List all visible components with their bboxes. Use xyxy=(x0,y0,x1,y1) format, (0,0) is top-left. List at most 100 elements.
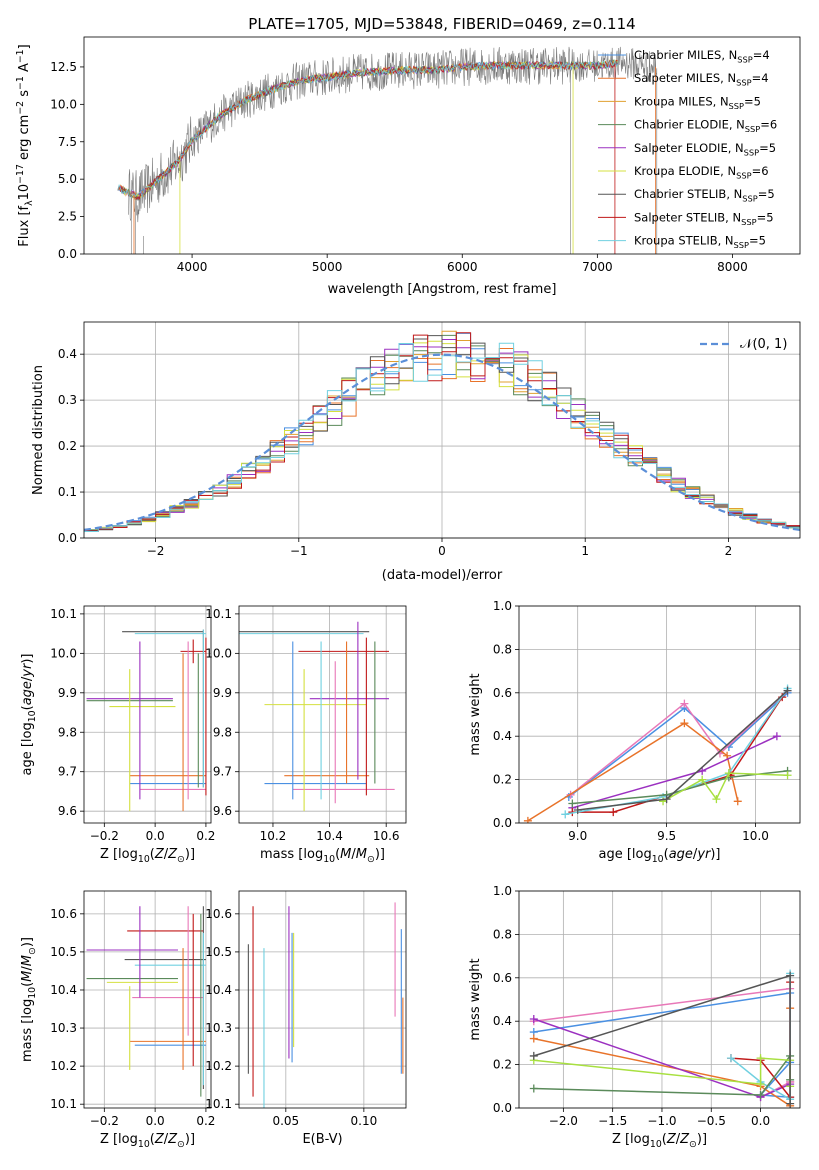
weight-point-marker xyxy=(529,1051,538,1060)
y-tick-label: 9.9 xyxy=(213,686,232,700)
y-axis-label: mass weight xyxy=(468,673,483,755)
x-tick-label: 9.5 xyxy=(657,829,676,843)
age-vs-mass-panel: 10.2 10.4 10.6 9.6 9.7 9.8 9.9 10.0 10.1 mass [lo… xyxy=(205,605,407,865)
age-vs-metallicity-panel: −0.2 0.0 0.2 9.6 9.7 9.8 9.9 10.0 10.1 Z [log10(Z… xyxy=(20,605,215,865)
weight-point-marker xyxy=(772,732,781,741)
y-tick-label: 12.5 xyxy=(50,60,77,74)
y-tick-label: 10.1 xyxy=(50,607,77,621)
weight-point-marker xyxy=(783,771,792,780)
weight-series-line xyxy=(570,690,789,796)
legend-label: Kroupa ELODIE, NSSP=6 xyxy=(634,164,769,180)
y-tick-label: 1.0 xyxy=(493,599,512,613)
y-tick-label: 0.0 xyxy=(493,816,512,830)
y-axis-label: age [log10(age/yr)] xyxy=(20,653,38,775)
weight-point-marker xyxy=(573,805,582,814)
weight-point-marker xyxy=(756,1054,765,1063)
x-axis-label: Z [log10(Z/Z⊙)] xyxy=(100,847,195,865)
x-tick-label: −0.2 xyxy=(90,1114,119,1128)
x-tick-label: 9.0 xyxy=(568,829,587,843)
x-tick-label: 5000 xyxy=(312,260,343,274)
axes-frame xyxy=(83,36,801,255)
mass-vs-metallicity-panel: −0.2 0.0 0.2 10.1 10.2 10.3 10.4 10.5 10.6 Z [log… xyxy=(20,890,215,1150)
y-tick-label: 0.4 xyxy=(493,1014,512,1028)
x-tick-label: 4000 xyxy=(177,260,208,274)
plot-area xyxy=(529,969,795,1108)
axes-frame xyxy=(238,890,407,1109)
y-tick-label: 0.0 xyxy=(58,531,77,545)
model-spectrum-salpeter-stelib xyxy=(117,59,618,200)
y-tick-label: 0.8 xyxy=(493,927,512,941)
x-tick-label: 8000 xyxy=(717,260,748,274)
y-tick-label: 9.8 xyxy=(213,725,232,739)
x-tick-label: 0.0 xyxy=(146,1114,165,1128)
y-axis-label: mass weight xyxy=(468,958,483,1040)
y-tick-label: 7.5 xyxy=(58,135,77,149)
x-tick-label: 0.0 xyxy=(146,829,165,843)
x-tick-label: 0.2 xyxy=(196,829,215,843)
x-tick-label: 6000 xyxy=(447,260,478,274)
x-tick-label: −0.5 xyxy=(697,1114,726,1128)
y-tick-label: 10.2 xyxy=(205,1059,232,1073)
y-tick-label: 10.5 xyxy=(50,945,77,959)
x-axis-label: Z [log10(Z/Z⊙)] xyxy=(100,1132,195,1150)
weight-point-marker xyxy=(786,1099,795,1108)
x-tick-label: −1.5 xyxy=(598,1114,627,1128)
plot-area xyxy=(523,684,792,823)
y-tick-label: 9.8 xyxy=(58,725,77,739)
weight-series-line xyxy=(568,692,789,798)
figure-title: PLATE=1705, MJD=53848, FIBERID=0469, z=0… xyxy=(248,15,635,33)
weight-point-marker xyxy=(662,795,671,804)
y-tick-label: 5.0 xyxy=(58,172,77,186)
y-tick-label: 10.6 xyxy=(205,907,232,921)
weight-series-line xyxy=(527,722,739,822)
weight-point-marker xyxy=(680,719,689,728)
y-tick-label: 9.6 xyxy=(58,804,77,818)
weight-point-marker xyxy=(723,751,732,760)
x-tick-label: 0 xyxy=(438,544,446,558)
weight-point-marker xyxy=(698,775,707,784)
weight-point-marker xyxy=(712,795,721,804)
weight-point-marker xyxy=(568,799,577,808)
spectrum-panel: 4000 5000 6000 7000 8000 0.0 2.5 5.0 7.5 10.0 12.5… xyxy=(15,36,801,297)
x-tick-label: 0.05 xyxy=(272,1114,299,1128)
x-tick-label: 10.6 xyxy=(373,829,400,843)
residuals-panel: −2 −1 0 1 2 0.0 0.1 0.2 0.3 0.4 𝒩(0, 1) (data-model… xyxy=(31,321,801,583)
y-tick-label: 0.2 xyxy=(58,439,77,453)
x-tick-label: −2 xyxy=(147,544,165,558)
y-tick-label: 10.1 xyxy=(50,1097,77,1111)
y-axis-label: Normed distribution xyxy=(31,365,46,495)
x-axis-label: (data-model)/error xyxy=(382,568,503,583)
x-tick-label: −1 xyxy=(290,544,308,558)
weight-point-marker xyxy=(726,1054,735,1063)
x-tick-label: 10.2 xyxy=(260,829,287,843)
weight-series-line xyxy=(565,688,789,816)
x-tick-label: 0.0 xyxy=(751,1114,770,1128)
y-tick-label: 0.1 xyxy=(58,485,77,499)
plot-area xyxy=(86,906,206,1097)
y-tick-label: 10.4 xyxy=(205,983,232,997)
y-tick-label: 0.6 xyxy=(493,971,512,985)
x-axis-label: Z [log10(Z/Z⊙)] xyxy=(612,1132,707,1150)
legend-label: Chabrier STELIB, NSSP=5 xyxy=(634,187,775,203)
x-tick-label: 0.2 xyxy=(196,1114,215,1128)
x-axis-label: age [log10(age/yr)] xyxy=(598,847,720,865)
y-tick-label: 0.6 xyxy=(493,686,512,700)
y-tick-label: 10.2 xyxy=(50,1059,77,1073)
mass-weight-vs-metallicity-panel: −2.0 −1.5 −1.0 −0.5 0.0 0.0 0.2 0.4 0.6 0.8 1.0 Z [… xyxy=(468,884,801,1150)
legend-label: Chabrier MILES, NSSP=4 xyxy=(634,48,770,64)
weight-point-marker xyxy=(609,808,618,817)
plot-area xyxy=(247,902,404,1108)
y-tick-label: 10.4 xyxy=(50,983,77,997)
weight-point-marker xyxy=(529,1015,538,1024)
y-tick-label: 9.7 xyxy=(213,765,232,779)
x-tick-label: 0.10 xyxy=(351,1114,378,1128)
legend-label: Kroupa STELIB, NSSP=5 xyxy=(634,234,766,250)
legend-label: Kroupa MILES, NSSP=5 xyxy=(634,94,761,110)
axes-frame xyxy=(518,890,801,1109)
residual-histogram-kroupa-stelib xyxy=(84,342,800,534)
weight-point-marker xyxy=(529,1084,538,1093)
x-axis-label: wavelength [Angstrom, rest frame] xyxy=(328,282,557,297)
x-tick-label: 1 xyxy=(581,544,589,558)
weight-point-marker xyxy=(786,971,795,980)
